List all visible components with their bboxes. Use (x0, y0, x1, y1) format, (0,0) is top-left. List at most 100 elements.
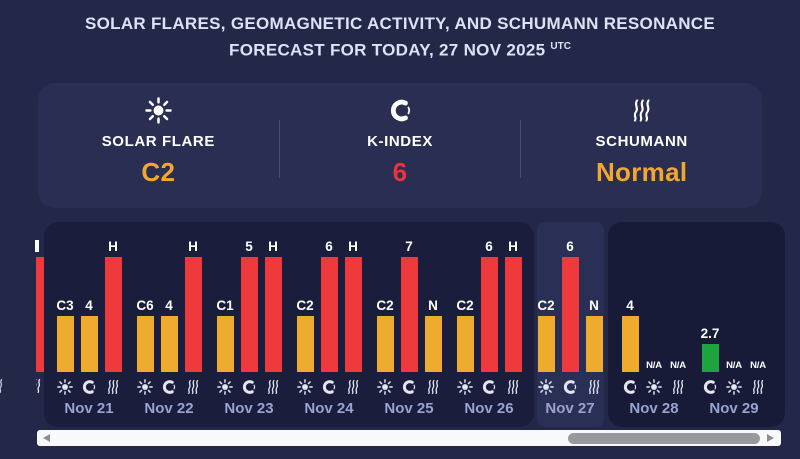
waves-icon (345, 379, 361, 395)
day-date-label: Nov 28 (629, 400, 679, 417)
schumann-bar (264, 257, 282, 372)
summary-label: SCHUMANN (595, 133, 688, 150)
schumann-value-label: N (589, 298, 599, 313)
metric-icons-row (377, 378, 441, 395)
clipped-waves-icon (36, 378, 43, 397)
k-index-bar (320, 257, 338, 372)
schumann-slot: H (264, 239, 282, 372)
clipped-waves-icon (0, 378, 5, 397)
clipped-schumann-bar (36, 257, 44, 372)
magnetosphere-icon (401, 379, 417, 395)
metric-icons-row (57, 378, 121, 395)
solar-flare-bar (456, 316, 474, 372)
magnetosphere-icon (321, 379, 337, 395)
metric-icons-row (297, 378, 361, 395)
sun-icon (538, 378, 554, 395)
day-group-nov-26: C2 6 H Nov 26 (449, 222, 529, 427)
schumann-bar (184, 257, 202, 372)
day-group-nov-22: C6 4 H Nov 22 (129, 222, 209, 427)
day-date-label: Nov 22 (144, 400, 194, 417)
day-group-nov-28: 4 N/A N/A Nov 28 (614, 222, 694, 427)
solar-flare-value-label: C2 (376, 298, 394, 313)
magnetosphere-icon (702, 379, 718, 395)
scrollbar-thumb[interactable] (568, 432, 760, 444)
schumann-bar (104, 257, 122, 372)
k-index-bar (561, 257, 579, 372)
day-date-label: Nov 24 (304, 400, 354, 417)
schumann-slot: N (424, 298, 442, 372)
schumann-value-label: H (188, 239, 198, 254)
solar-flare-slot: C1 (216, 298, 234, 372)
solar-flare-slot: C2 (537, 298, 555, 372)
solar-flare-value-label: C6 (136, 298, 154, 313)
summary-k-index: K-INDEX 6 (280, 83, 521, 208)
solar-flare-bar (537, 316, 555, 372)
solar-flare-value-label: C2 (296, 298, 314, 313)
horizontal-scrollbar[interactable] (37, 430, 781, 446)
schumann-value-label: H (268, 239, 278, 254)
bars-row: C3 4 H (56, 222, 122, 372)
magnetosphere-icon (622, 379, 638, 395)
k-index-value-label: 4 (85, 298, 93, 313)
scroll-left-arrow-icon[interactable] (43, 433, 50, 442)
page-title: SOLAR FLARES, GEOMAGNETIC ACTIVITY, AND … (0, 12, 800, 62)
k-index-slot: 4 (80, 298, 98, 372)
schumann-slot: N/A (750, 360, 767, 372)
bars-row: C2 6 N (537, 222, 603, 372)
bars-row: 2.7 N/A N/A (700, 222, 767, 372)
k-index-slot: 6 (320, 239, 338, 372)
day-group-nov-23: C1 5 H Nov 23 (209, 222, 289, 427)
metric-icons-row (137, 378, 201, 395)
day-card-forecast: 4 N/A N/A Nov 28 2.7 N/A N/A Nov 29 (608, 222, 785, 427)
summary-card: SOLAR FLARE C2 K-INDEX 6 SCHUMANN Normal (38, 83, 762, 208)
k-index-value-label: 2.7 (700, 326, 720, 341)
clipped-bar-label-fragment (35, 240, 39, 252)
k-index-bar (400, 257, 418, 372)
day-card-today: C2 6 N Nov 27 (537, 222, 604, 427)
sun-icon (217, 378, 233, 395)
solar-flare-bar (376, 316, 394, 372)
sun-icon (726, 378, 742, 395)
solar-flare-slot: N/A (646, 360, 663, 372)
utc-label: UTC (550, 41, 571, 52)
schumann-bar (585, 316, 603, 372)
magnetosphere-icon (241, 379, 257, 395)
sun-icon (137, 378, 153, 395)
schumann-value-label: H (108, 239, 118, 254)
k-index-slot: 4 (160, 298, 178, 372)
summary-label: K-INDEX (367, 133, 433, 150)
page-title-line2: FORECAST FOR TODAY, 27 NOV 2025 UTC (229, 40, 571, 60)
waves-icon (750, 379, 766, 395)
bars-row: C6 4 H (136, 222, 202, 372)
k-index-value-label: 6 (566, 239, 574, 254)
summary-value: 6 (392, 157, 408, 187)
waves-icon (586, 379, 602, 395)
summary-label: SOLAR FLARE (101, 133, 215, 150)
magnetosphere-icon (562, 379, 578, 395)
solar-flare-value-label: N/A (726, 360, 742, 371)
k-index-bar (240, 257, 258, 372)
solar-flare-slot: C2 (296, 298, 314, 372)
schumann-slot: H (504, 239, 522, 372)
magnetosphere-icon (81, 379, 97, 395)
waves-icon (505, 379, 521, 395)
bars-row: C2 6 H (296, 222, 362, 372)
sun-icon (457, 378, 473, 395)
k-index-slot: 7 (400, 239, 418, 372)
sun-icon (646, 378, 662, 395)
day-date-label: Nov 27 (545, 400, 595, 417)
sun-icon (377, 378, 393, 395)
k-index-slot: 5 (240, 239, 258, 372)
schumann-slot: H (344, 239, 362, 372)
schumann-slot: H (104, 239, 122, 372)
k-index-value-label: 7 (405, 239, 413, 254)
day-date-label: Nov 29 (709, 400, 759, 417)
metric-icons-row (702, 378, 766, 395)
divider (278, 119, 280, 178)
scroll-right-arrow-icon[interactable] (767, 433, 774, 442)
solar-flare-value-label: C3 (56, 298, 74, 313)
waves-icon (185, 379, 201, 395)
k-index-bar (80, 316, 98, 372)
bars-row: C1 5 H (216, 222, 282, 372)
